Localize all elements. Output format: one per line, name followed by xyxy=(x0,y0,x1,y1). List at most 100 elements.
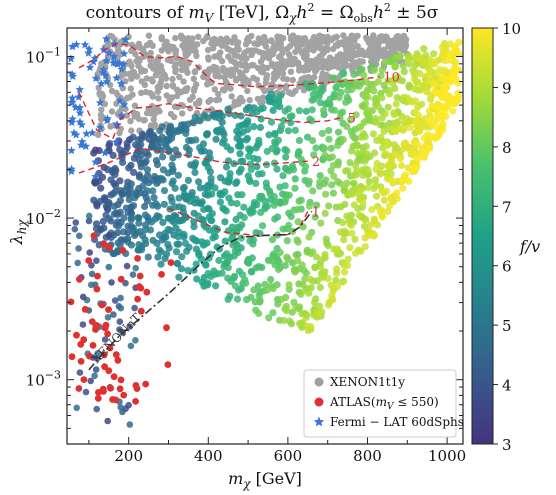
xenon1t-point xyxy=(180,78,187,85)
fv-point xyxy=(270,193,278,201)
xenon1t-point xyxy=(257,37,264,44)
fv-point xyxy=(105,231,113,239)
fv-point xyxy=(117,294,124,302)
fv-point xyxy=(393,94,401,102)
fv-point xyxy=(359,198,367,207)
fv-point xyxy=(237,234,245,242)
xenon1t-point xyxy=(133,110,141,118)
fv-point xyxy=(178,253,186,261)
fv-point xyxy=(110,231,118,239)
fv-point xyxy=(406,123,414,132)
xenon1t-point xyxy=(351,59,359,66)
x-tick-label: 200 xyxy=(114,447,143,465)
xenon1t-point xyxy=(244,87,251,95)
fv-point xyxy=(370,231,378,239)
fv-point xyxy=(230,274,238,282)
fv-point xyxy=(129,271,137,279)
xenon1t-point xyxy=(155,95,162,102)
fv-point xyxy=(268,257,276,265)
fv-point xyxy=(131,194,139,202)
atlas-point xyxy=(101,363,108,371)
fv-point xyxy=(301,80,309,88)
fv-point xyxy=(449,76,457,84)
xenon1t-point xyxy=(329,45,337,53)
fv-point xyxy=(333,283,342,291)
fv-point xyxy=(285,191,293,199)
fv-point xyxy=(191,236,199,244)
atlas-point xyxy=(102,321,110,329)
fv-point xyxy=(191,168,199,177)
fv-point xyxy=(290,166,298,174)
fv-point xyxy=(292,251,300,259)
fv-point xyxy=(247,293,255,301)
fv-point xyxy=(107,217,115,225)
fv-point xyxy=(94,350,101,357)
fv-point xyxy=(310,151,318,159)
fv-point xyxy=(288,112,296,120)
fv-point xyxy=(302,162,310,171)
fv-point xyxy=(308,106,316,114)
fv-point xyxy=(431,81,439,89)
xenon1t-point xyxy=(289,76,296,84)
fv-point xyxy=(233,127,241,135)
fv-point xyxy=(433,89,441,98)
fv-point xyxy=(155,213,163,221)
fv-point xyxy=(207,179,215,187)
fv-point xyxy=(181,239,189,247)
fv-point xyxy=(115,222,123,230)
fv-point xyxy=(363,150,371,158)
fv-point xyxy=(292,303,300,311)
fv-point xyxy=(352,134,360,143)
atlas-point xyxy=(112,396,120,404)
fv-colored-points-layer xyxy=(71,38,463,428)
fv-point xyxy=(180,192,188,200)
fv-point xyxy=(386,87,394,95)
fv-point xyxy=(393,189,401,197)
fv-point xyxy=(166,122,175,130)
fv-point xyxy=(374,78,382,86)
fv-point xyxy=(105,263,113,271)
fv-point xyxy=(216,191,224,199)
fv-point xyxy=(364,184,372,192)
fv-point xyxy=(346,244,354,252)
fv-point xyxy=(281,182,289,190)
fv-point xyxy=(184,266,192,275)
xenon1t-point xyxy=(200,37,207,45)
xenon1t-point xyxy=(136,57,143,65)
fv-point xyxy=(380,127,388,135)
xenon1t-point xyxy=(182,50,189,57)
fv-point xyxy=(104,417,111,425)
fv-point xyxy=(297,196,305,204)
atlas-point xyxy=(119,246,127,254)
atlas-point xyxy=(105,306,112,313)
fv-point xyxy=(358,65,366,73)
fv-point xyxy=(268,236,277,244)
xenon1t-point xyxy=(236,95,243,103)
fermi-star-point xyxy=(67,117,77,127)
fermi-star-point xyxy=(102,56,111,65)
fv-point xyxy=(125,164,133,172)
fv-point xyxy=(74,259,81,267)
fv-point xyxy=(224,257,232,265)
fv-point xyxy=(271,138,279,146)
xenon1t-point xyxy=(302,66,309,74)
fv-point xyxy=(333,245,341,253)
fv-point xyxy=(100,224,108,232)
xenon1t-point xyxy=(143,75,150,82)
xenon1t-point xyxy=(221,67,228,74)
fv-point xyxy=(82,388,90,396)
xenon1t-point xyxy=(350,33,358,40)
fv-point xyxy=(341,200,349,208)
fv-point xyxy=(355,82,363,90)
fv-point xyxy=(220,262,228,271)
fv-point xyxy=(343,212,351,220)
fermi-star-point xyxy=(119,49,129,58)
fermi-star-point xyxy=(119,60,128,69)
fermi-star-point xyxy=(91,73,101,82)
xenon1t-point xyxy=(354,49,362,56)
fv-point xyxy=(426,66,434,74)
atlas-point xyxy=(86,352,93,360)
fermi-star-point xyxy=(69,128,79,137)
xenon1t-point xyxy=(171,63,179,70)
